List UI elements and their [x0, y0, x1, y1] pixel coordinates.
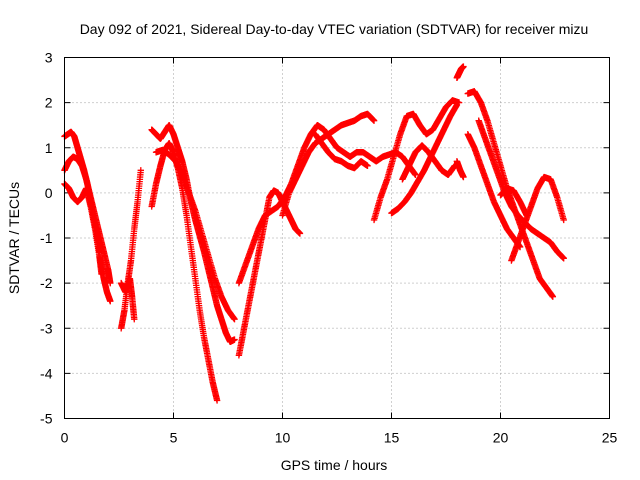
- data-point: [560, 216, 567, 224]
- data-point: [213, 397, 221, 404]
- data-point: [137, 167, 144, 174]
- data-points: [61, 63, 567, 404]
- y-tick-label: -2: [40, 275, 53, 291]
- x-tick-label: 20: [493, 430, 509, 446]
- chart-title: Day 092 of 2021, Sidereal Day-to-day VTE…: [80, 21, 589, 37]
- x-tick-label: 0: [61, 430, 69, 446]
- y-tick-label: -5: [40, 411, 53, 427]
- data-point: [460, 173, 467, 181]
- series-arc-5: [117, 275, 138, 323]
- series-arc-20: [475, 117, 567, 262]
- series-arc-13: [370, 97, 463, 224]
- data-point: [131, 316, 138, 323]
- y-tick-label: 0: [45, 185, 53, 201]
- data-point: [296, 230, 304, 237]
- data-point: [523, 212, 530, 219]
- data-point: [98, 270, 105, 278]
- data-point: [453, 101, 461, 109]
- data-point: [560, 255, 567, 262]
- data-point: [460, 63, 467, 70]
- y-tick-label: 2: [45, 95, 53, 111]
- series-arc-15: [399, 142, 458, 183]
- y-tick-label: 1: [45, 140, 53, 156]
- x-tick-label: 10: [275, 430, 291, 446]
- series-arc-1: [61, 128, 114, 305]
- series-arc-14: [388, 101, 461, 217]
- x-tick-label: 5: [170, 430, 178, 446]
- x-tick-label: 25: [602, 430, 618, 446]
- y-axis-label: SDTVAR / TECUs: [6, 182, 22, 294]
- data-point: [231, 316, 238, 323]
- series-arc-22: [497, 185, 530, 219]
- y-tick-label: 3: [45, 50, 53, 66]
- x-axis-label: GPS time / hours: [281, 457, 388, 473]
- y-tick-label: -3: [40, 320, 53, 336]
- series-arc-12: [312, 131, 371, 172]
- plot-frame: [64, 57, 610, 419]
- data-point: [107, 279, 114, 287]
- x-tick-label: 15: [384, 430, 400, 446]
- data-point: [107, 297, 114, 305]
- y-tick-label: -1: [40, 230, 53, 246]
- data-point: [412, 171, 419, 179]
- series-arc-8: [152, 146, 238, 323]
- series-arc-10: [235, 121, 419, 287]
- x-tick-labels: 0 5 10 15 20 25: [61, 430, 618, 446]
- series-arc-16: [453, 63, 467, 82]
- y-tick-labels: -5 -4 -3 -2 -1 0 1 2 3: [40, 50, 53, 427]
- data-point: [370, 117, 378, 124]
- series-arc-3: [61, 180, 105, 278]
- series-arc-18: [464, 88, 557, 300]
- y-tick-label: -4: [40, 365, 53, 381]
- data-point: [549, 293, 557, 300]
- series-arc-2: [61, 153, 114, 287]
- data-point: [231, 336, 238, 343]
- series-arc-17: [453, 158, 467, 181]
- data-point: [364, 162, 371, 169]
